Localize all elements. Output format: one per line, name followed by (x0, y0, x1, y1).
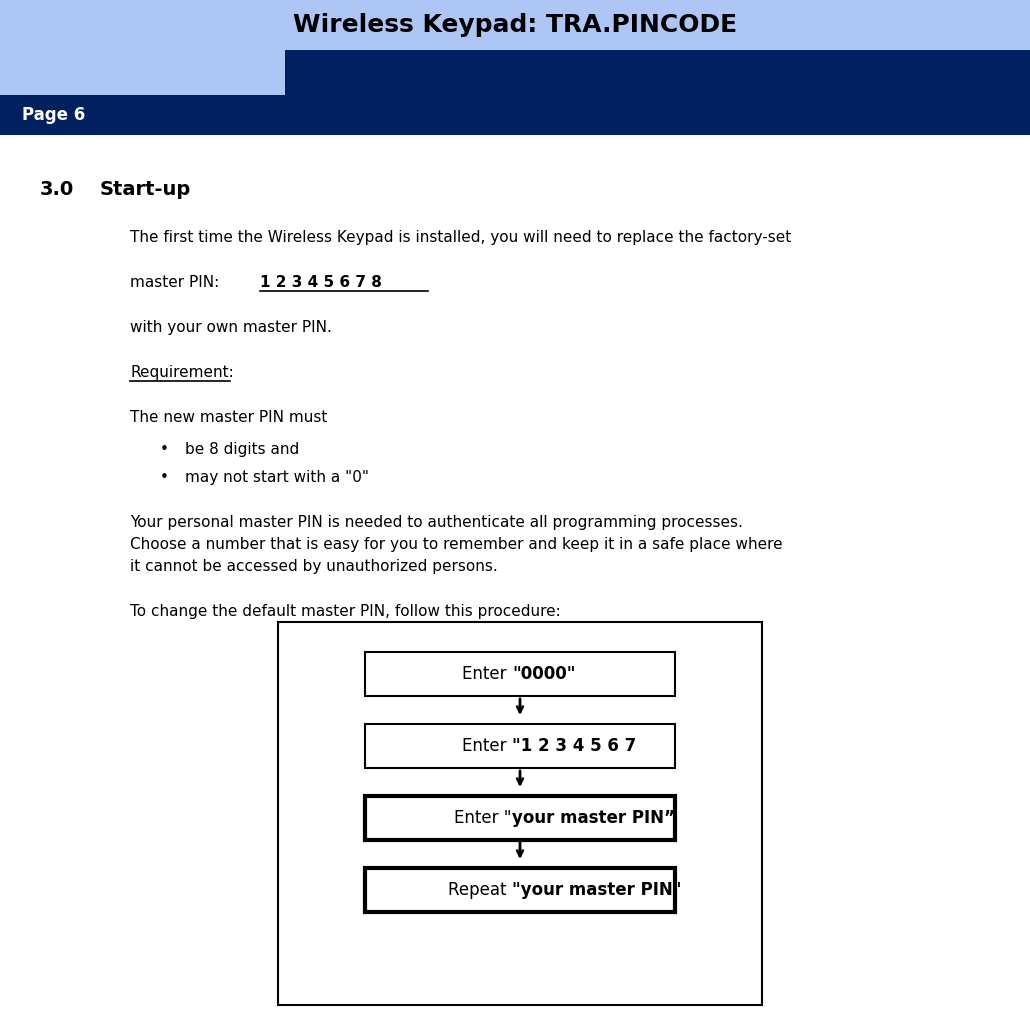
Text: Enter ": Enter " (454, 809, 512, 827)
Text: 1 2 3 4 5 6 7 8: 1 2 3 4 5 6 7 8 (260, 275, 382, 290)
Text: "1 2 3 4 5 6 7: "1 2 3 4 5 6 7 (512, 737, 637, 755)
Text: To change the default master PIN, follow this procedure:: To change the default master PIN, follow… (130, 604, 560, 619)
Text: be 8 digits and: be 8 digits and (185, 442, 300, 457)
Text: with your own master PIN.: with your own master PIN. (130, 320, 332, 335)
Text: Requirement:: Requirement: (130, 365, 234, 380)
Text: Enter: Enter (462, 737, 512, 755)
Text: your master PIN”: your master PIN” (512, 809, 675, 827)
Bar (278, 622, 762, 1005)
Text: 3.0: 3.0 (40, 180, 74, 199)
Text: Start-up: Start-up (100, 180, 192, 199)
Bar (0, 95, 1030, 135)
Bar (365, 724, 675, 768)
Text: Wireless Keypad: TRA.PINCODE: Wireless Keypad: TRA.PINCODE (293, 13, 737, 37)
Bar (0, 0, 1030, 50)
Text: The first time the Wireless Keypad is installed, you will need to replace the fa: The first time the Wireless Keypad is in… (130, 230, 791, 245)
Bar (365, 796, 675, 840)
Bar (0, 50, 285, 95)
Text: •: • (160, 442, 169, 457)
Text: Your personal master PIN is needed to authenticate all programming processes.: Your personal master PIN is needed to au… (130, 515, 743, 530)
Bar (365, 868, 675, 912)
Text: "your master PIN": "your master PIN" (512, 881, 682, 899)
Text: master PIN:: master PIN: (130, 275, 219, 290)
Bar (365, 652, 675, 696)
Text: it cannot be accessed by unauthorized persons.: it cannot be accessed by unauthorized pe… (130, 559, 497, 574)
Text: Repeat: Repeat (448, 881, 512, 899)
Text: Page 6: Page 6 (22, 106, 85, 124)
Text: Choose a number that is easy for you to remember and keep it in a safe place whe: Choose a number that is easy for you to … (130, 537, 783, 552)
Text: The new master PIN must: The new master PIN must (130, 410, 328, 425)
Text: •: • (160, 470, 169, 485)
Bar (0, 50, 1030, 95)
Text: may not start with a "0": may not start with a "0" (185, 470, 369, 485)
Text: Enter: Enter (462, 665, 512, 683)
Text: "0000": "0000" (512, 665, 576, 683)
